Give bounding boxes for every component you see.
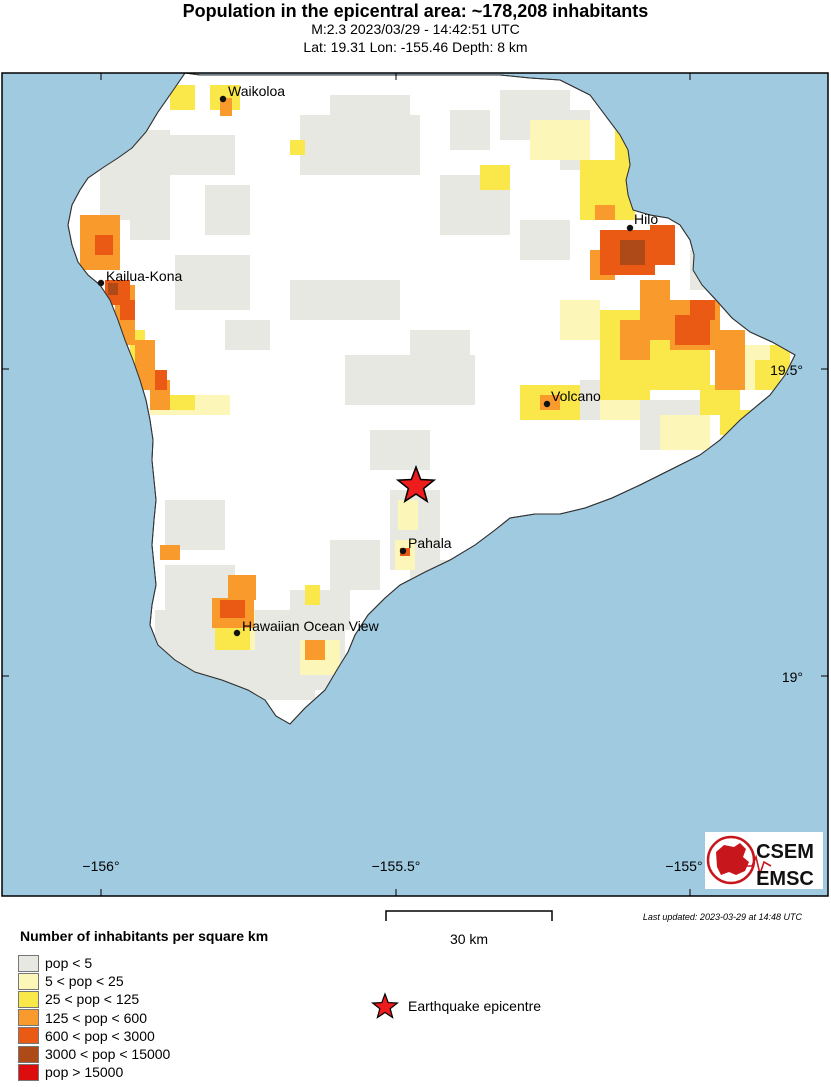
- legend-item: 25 < pop < 125: [18, 990, 170, 1008]
- scale-bar: [385, 910, 553, 921]
- epicenter-star-legend-icon: [370, 992, 400, 1019]
- legend-item: 3000 < pop < 15000: [18, 1045, 170, 1063]
- logo-text: CSEM: [756, 841, 814, 863]
- csem-emsc-logo: CSEM EMSC: [705, 832, 823, 890]
- place-dot: [626, 224, 634, 232]
- legend-swatch: [18, 972, 39, 990]
- place-label: Waikoloa: [228, 83, 285, 99]
- legend-item: pop > 15000: [18, 1063, 170, 1081]
- legend-swatch: [18, 1009, 39, 1027]
- place-dot: [97, 279, 105, 287]
- legend-swatch: [18, 1063, 39, 1081]
- population-density-layer: [80, 85, 790, 700]
- population-legend: pop < 5 5 < pop < 25 25 < pop < 125 125 …: [18, 954, 170, 1081]
- legend-swatch: [18, 990, 39, 1008]
- lat-tick-label: 19°: [782, 669, 803, 685]
- legend-item: pop < 5: [18, 954, 170, 972]
- place-dot: [543, 400, 551, 408]
- legend-item: 600 < pop < 3000: [18, 1027, 170, 1045]
- place-label: Kailua-Kona: [106, 268, 182, 284]
- graticule-ticks: [2, 73, 828, 896]
- map-frame: [1, 72, 829, 897]
- legend-swatch: [18, 1027, 39, 1045]
- place-label: Hilo: [634, 211, 658, 227]
- legend-title: Number of inhabitants per square km: [20, 928, 269, 944]
- event-subtitle: M:2.3 2023/03/29 - 14:42:51 UTC: [311, 21, 520, 37]
- scale-bar-label: 30 km: [449, 931, 489, 947]
- legend-swatch: [18, 954, 39, 972]
- lon-tick-label: −155.5°: [372, 858, 421, 874]
- place-dot: [219, 95, 227, 103]
- place-label: Pahala: [408, 535, 452, 551]
- place-dot: [233, 629, 241, 637]
- logo-text: EMSC: [756, 868, 814, 890]
- legend-swatch: [18, 1045, 39, 1063]
- lon-tick-label: −155°: [665, 858, 702, 874]
- lat-tick-label: 19.5°: [770, 362, 803, 378]
- map-title: Population in the epicentral area: ~178,…: [182, 1, 649, 21]
- place-dot: [399, 547, 407, 555]
- legend-item: 125 < pop < 600: [18, 1009, 170, 1027]
- epicentre-legend-label: Earthquake epicentre: [408, 998, 542, 1014]
- epicentre-legend: Earthquake epicentre: [370, 992, 541, 1020]
- location-subtitle: Lat: 19.31 Lon: -155.46 Depth: 8 km: [303, 39, 528, 55]
- place-label: Volcano: [551, 388, 601, 404]
- place-label: Hawaiian Ocean View: [242, 618, 380, 634]
- last-updated: Last updated: 2023-03-29 at 14:48 UTC: [642, 912, 802, 922]
- legend-item: 5 < pop < 25: [18, 972, 170, 990]
- epicenter-star-icon: [395, 464, 437, 504]
- lon-tick-label: −156°: [82, 858, 119, 874]
- place-markers: [97, 95, 634, 637]
